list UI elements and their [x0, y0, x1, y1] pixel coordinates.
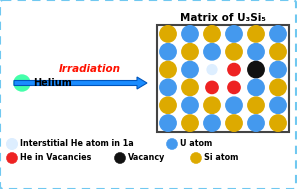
- Circle shape: [270, 43, 286, 60]
- Circle shape: [204, 43, 220, 60]
- Circle shape: [182, 79, 198, 96]
- Circle shape: [204, 26, 220, 42]
- Circle shape: [160, 43, 176, 60]
- Circle shape: [270, 79, 286, 96]
- Circle shape: [160, 79, 176, 96]
- Circle shape: [248, 26, 264, 42]
- Text: He in Vacancies: He in Vacancies: [20, 153, 91, 163]
- Circle shape: [182, 115, 198, 131]
- Circle shape: [270, 26, 286, 42]
- Circle shape: [248, 115, 264, 131]
- Circle shape: [160, 61, 176, 78]
- Circle shape: [226, 43, 242, 60]
- Text: Interstitial He atom in 1a: Interstitial He atom in 1a: [20, 139, 134, 149]
- Circle shape: [270, 61, 286, 78]
- Circle shape: [14, 75, 30, 91]
- Circle shape: [182, 26, 198, 42]
- Circle shape: [160, 115, 176, 131]
- Circle shape: [228, 81, 240, 94]
- Text: Matrix of U₃Si₅: Matrix of U₃Si₅: [180, 13, 266, 23]
- Circle shape: [226, 26, 242, 42]
- Circle shape: [206, 81, 218, 94]
- Bar: [157, 25, 289, 132]
- Circle shape: [190, 153, 201, 163]
- Circle shape: [248, 97, 264, 113]
- Circle shape: [204, 97, 220, 113]
- Circle shape: [204, 115, 220, 131]
- Circle shape: [270, 115, 286, 131]
- Circle shape: [182, 43, 198, 60]
- Circle shape: [167, 139, 178, 149]
- Text: U atom: U atom: [180, 139, 212, 149]
- Circle shape: [160, 26, 176, 42]
- Text: Helium: Helium: [33, 78, 72, 88]
- Circle shape: [160, 97, 176, 113]
- Text: Si atom: Si atom: [204, 153, 238, 163]
- Circle shape: [182, 61, 198, 78]
- Circle shape: [248, 43, 264, 60]
- Circle shape: [115, 153, 126, 163]
- Text: Vacancy: Vacancy: [128, 153, 165, 163]
- Circle shape: [248, 61, 264, 78]
- Circle shape: [7, 153, 18, 163]
- Circle shape: [7, 139, 18, 149]
- Circle shape: [182, 97, 198, 113]
- FancyArrow shape: [14, 77, 147, 89]
- Circle shape: [226, 97, 242, 113]
- Circle shape: [248, 79, 264, 96]
- Circle shape: [228, 64, 240, 76]
- Circle shape: [226, 115, 242, 131]
- Circle shape: [270, 97, 286, 113]
- Text: Irradiation: Irradiation: [59, 64, 121, 74]
- Circle shape: [207, 65, 217, 74]
